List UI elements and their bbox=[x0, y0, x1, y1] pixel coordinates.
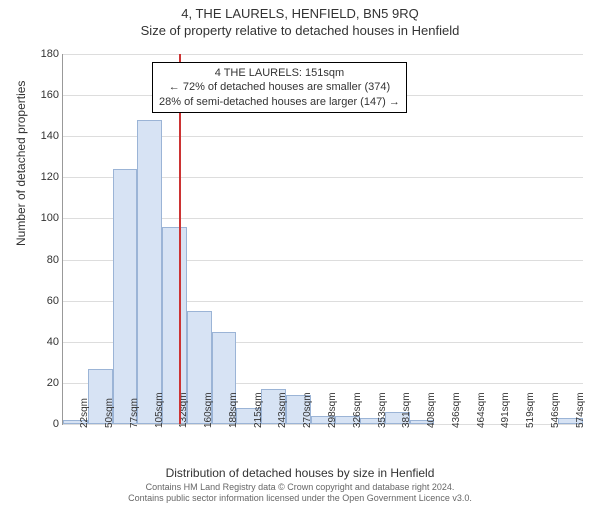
page-subtitle: Size of property relative to detached ho… bbox=[0, 23, 600, 38]
x-tick-label: 381sqm bbox=[401, 392, 412, 428]
x-tick-label: 546sqm bbox=[550, 392, 561, 428]
y-tick-label: 80 bbox=[29, 254, 59, 266]
y-tick-label: 120 bbox=[29, 171, 59, 183]
x-tick-label: 436sqm bbox=[451, 392, 462, 428]
marker-annotation: 4 THE LAURELS: 151sqm← 72% of detached h… bbox=[152, 62, 407, 113]
x-tick-label: 464sqm bbox=[476, 392, 487, 428]
y-tick-label: 20 bbox=[29, 377, 59, 389]
y-tick-label: 100 bbox=[29, 212, 59, 224]
annotation-line: 28% of semi-detached houses are larger (… bbox=[159, 95, 400, 109]
x-tick-label: 188sqm bbox=[228, 392, 239, 428]
x-tick-label: 408sqm bbox=[426, 392, 437, 428]
histogram-bar bbox=[113, 169, 138, 424]
annotation-line: ← 72% of detached houses are smaller (37… bbox=[159, 80, 400, 94]
y-tick-label: 40 bbox=[29, 336, 59, 348]
x-tick-label: 298sqm bbox=[327, 392, 338, 428]
footer-line-1: Contains HM Land Registry data © Crown c… bbox=[0, 482, 600, 493]
y-axis-label: Number of detached properties bbox=[14, 81, 28, 246]
x-tick-label: 160sqm bbox=[203, 392, 214, 428]
x-tick-label: 243sqm bbox=[277, 392, 288, 428]
annotation-line: 4 THE LAURELS: 151sqm bbox=[159, 66, 400, 80]
x-tick-label: 270sqm bbox=[302, 392, 313, 428]
footer-line-2: Contains public sector information licen… bbox=[0, 493, 600, 504]
x-tick-label: 519sqm bbox=[525, 392, 536, 428]
page-title: 4, THE LAURELS, HENFIELD, BN5 9RQ bbox=[0, 6, 600, 21]
y-tick-label: 160 bbox=[29, 89, 59, 101]
y-tick-label: 140 bbox=[29, 130, 59, 142]
histogram-chart: 02040608010012014016018022sqm50sqm77sqm1… bbox=[62, 54, 582, 424]
x-tick-label: 50sqm bbox=[104, 398, 115, 428]
x-axis-label: Distribution of detached houses by size … bbox=[0, 466, 600, 480]
y-tick-label: 0 bbox=[29, 418, 59, 430]
x-tick-label: 22sqm bbox=[79, 398, 90, 428]
footer-text: Contains HM Land Registry data © Crown c… bbox=[0, 482, 600, 504]
y-tick-label: 60 bbox=[29, 295, 59, 307]
x-tick-label: 215sqm bbox=[253, 392, 264, 428]
gridline bbox=[63, 54, 583, 55]
x-tick-label: 574sqm bbox=[575, 392, 586, 428]
y-tick-label: 180 bbox=[29, 48, 59, 60]
x-tick-label: 77sqm bbox=[129, 398, 140, 428]
x-tick-label: 326sqm bbox=[352, 392, 363, 428]
x-tick-label: 105sqm bbox=[154, 392, 165, 428]
x-tick-label: 353sqm bbox=[377, 392, 388, 428]
histogram-bar bbox=[137, 120, 162, 424]
x-tick-label: 491sqm bbox=[500, 392, 511, 428]
